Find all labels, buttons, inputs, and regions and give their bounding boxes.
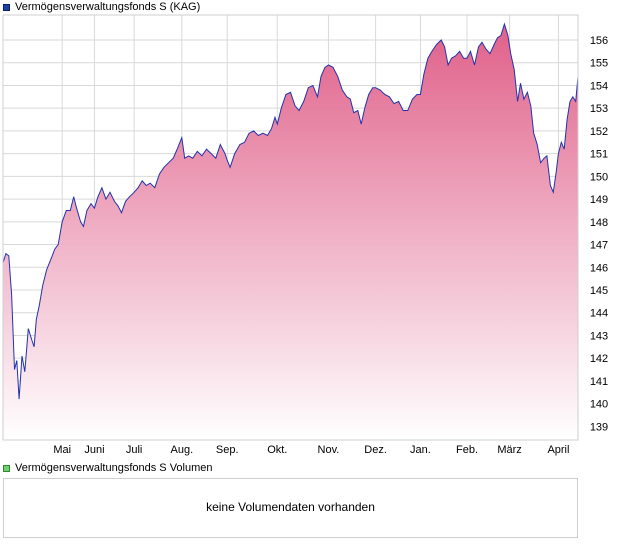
y-axis-ticks: 139 140 141 142 143 144 145 146 147 148 149 150 151 1… [590,35,608,433]
x-tick-label: Mai [53,444,71,456]
y-tick-label: 153 [590,103,608,115]
volume-legend: Vermögensverwaltungsfonds S Volumen [3,461,213,475]
y-tick-label: 140 [590,399,608,411]
volume-legend-label: Vermögensverwaltungsfonds S Volumen [15,462,213,474]
plot-frame [2,14,579,441]
y-tick-label: 141 [590,376,608,388]
price-chart: 139 140 141 142 143 144 145 146 147 148 149 150 151 1… [2,14,608,456]
x-tick-label: März [497,444,521,456]
x-tick-label: Juli [126,444,143,456]
x-tick-label: Sep. [216,444,239,456]
x-tick-label: April [547,444,569,456]
price-legend: Vermögensverwaltungsfonds S (KAG) [3,0,200,14]
x-tick-label: Aug. [171,444,194,456]
volume-empty-message: keine Volumendaten vorhanden [206,500,375,514]
y-tick-label: 143 [590,330,608,342]
y-tick-label: 151 [590,149,608,161]
x-tick-label: Okt. [267,444,287,456]
y-tick-label: 147 [590,240,608,252]
x-axis-ticks: Mai Juni Juli Aug. Sep. Okt. Nov. Dez. Jan. Feb. M… [53,444,569,456]
price-line [2,22,579,400]
y-tick-label: 142 [590,353,608,365]
y-tick-label: 146 [590,262,608,274]
y-tick-label: 145 [590,285,608,297]
y-tick-label: 148 [590,217,608,229]
y-tick-label: 156 [590,35,608,47]
x-tick-label: Feb. [456,444,478,456]
x-tick-label: Jan. [410,444,431,456]
x-tick-label: Nov. [318,444,340,456]
y-tick-label: 139 [590,421,608,433]
price-area [3,24,578,440]
y-tick-label: 154 [590,80,608,92]
y-tick-label: 150 [590,171,608,183]
volume-panel: keine Volumendaten vorhanden [3,478,578,538]
x-tick-label: Juni [84,444,104,456]
price-legend-label: Vermögensverwaltungsfonds S (KAG) [15,1,201,13]
y-tick-label: 144 [590,308,608,320]
price-legend-swatch [3,3,10,11]
y-tick-label: 152 [590,126,608,138]
volume-legend-swatch [3,464,10,472]
y-tick-label: 149 [590,194,608,206]
x-tick-label: Dez. [364,444,387,456]
y-tick-label: 155 [590,58,608,70]
